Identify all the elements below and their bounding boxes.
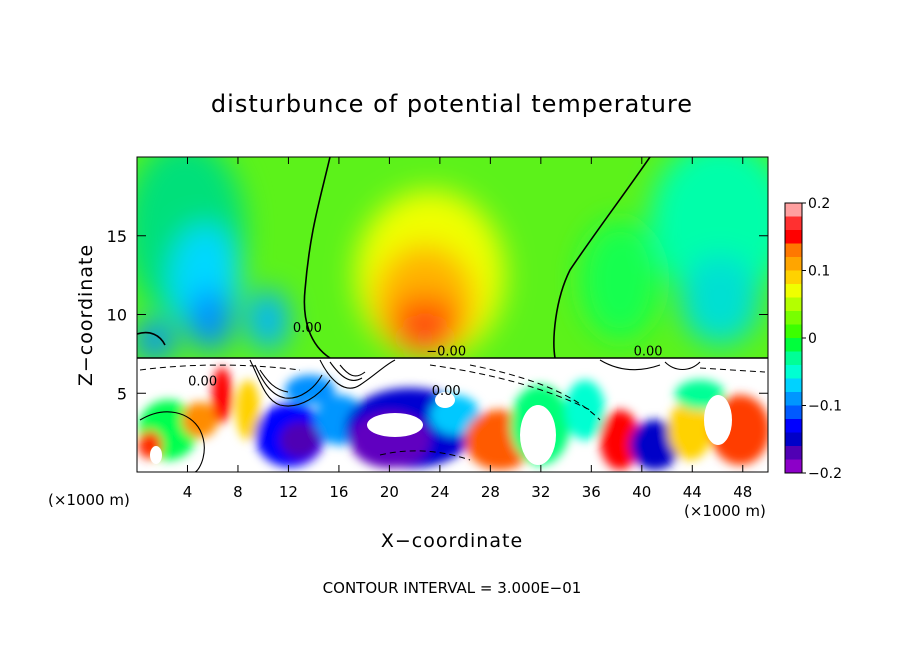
colorbar-band [785, 311, 802, 325]
x-tick-label: 24 [430, 483, 449, 501]
colorbar-tick-label: 0 [808, 331, 817, 347]
colorbar [784, 202, 803, 474]
x-axis-label: X−coordinate [381, 530, 523, 552]
x-tick-label: 32 [531, 483, 550, 501]
x-tick-label: 48 [733, 483, 752, 501]
contour-label: 0.00 [188, 374, 217, 389]
x-tick-label: 4 [183, 483, 193, 501]
y-axis-label: Z−coordinate [75, 244, 97, 386]
colorbar-band [785, 432, 802, 447]
contour-interval: CONTOUR INTERVAL = 3.000E−01 [323, 579, 582, 597]
y-axis-ticks: 5 10 15 [107, 227, 768, 403]
colorbar-band [785, 351, 802, 366]
contour-label: 0.00 [634, 344, 663, 359]
colorbar-tick-label: 0.1 [808, 264, 830, 280]
colorbar-band [785, 459, 802, 474]
y-tick-label: 5 [117, 384, 127, 403]
colorbar-band [785, 338, 802, 352]
heatmap-field [137, 157, 768, 472]
x-tick-label: 28 [481, 483, 500, 501]
colorbar-band [785, 297, 802, 312]
colorbar-band [785, 324, 802, 339]
x-tick-label: 36 [582, 483, 601, 501]
contour-label: 0.00 [432, 384, 461, 399]
contour-label: 0.00 [293, 321, 322, 336]
colorbar-band [785, 378, 802, 393]
colorbar-band [785, 419, 802, 433]
x-tick-label: 20 [380, 483, 399, 501]
colorbar-band [785, 392, 802, 406]
colorbar-band [785, 270, 802, 285]
x-unit-left: (×1000 m) [48, 491, 130, 509]
colorbar-band [785, 257, 802, 271]
colorbar-band [785, 284, 802, 298]
colorbar-band [785, 405, 802, 420]
x-tick-label: 8 [233, 483, 243, 501]
colorbar-band [785, 365, 802, 379]
x-tick-label: 44 [683, 483, 702, 501]
colorbar-ticks: 0.2 0.1 0 −0.1 −0.2 [802, 196, 842, 482]
x-unit-right: (×1000 m) [684, 502, 766, 520]
colorbar-band [785, 230, 802, 244]
colorbar-band [785, 446, 802, 460]
x-tick-label: 12 [279, 483, 298, 501]
x-tick-label: 16 [329, 483, 348, 501]
y-tick-label: 15 [107, 227, 127, 246]
colorbar-band [785, 216, 802, 231]
colorbar-band [785, 243, 802, 258]
colorbar-band [785, 203, 802, 217]
colorbar-tick-label: −0.2 [808, 466, 842, 482]
x-axis-ticks: 4 8 12 16 20 24 28 32 36 40 44 48 [183, 157, 752, 501]
x-tick-label: 40 [632, 483, 651, 501]
y-tick-label: 10 [107, 306, 127, 325]
colorbar-tick-label: −0.1 [808, 399, 842, 415]
contour-label: −0.00 [426, 344, 466, 359]
chart-title: disturbunce of potential temperature [211, 90, 693, 118]
colorbar-tick-label: 0.2 [808, 196, 830, 212]
contour-labels: 0.00 −0.00 0.00 0.00 0.00 [188, 321, 662, 399]
